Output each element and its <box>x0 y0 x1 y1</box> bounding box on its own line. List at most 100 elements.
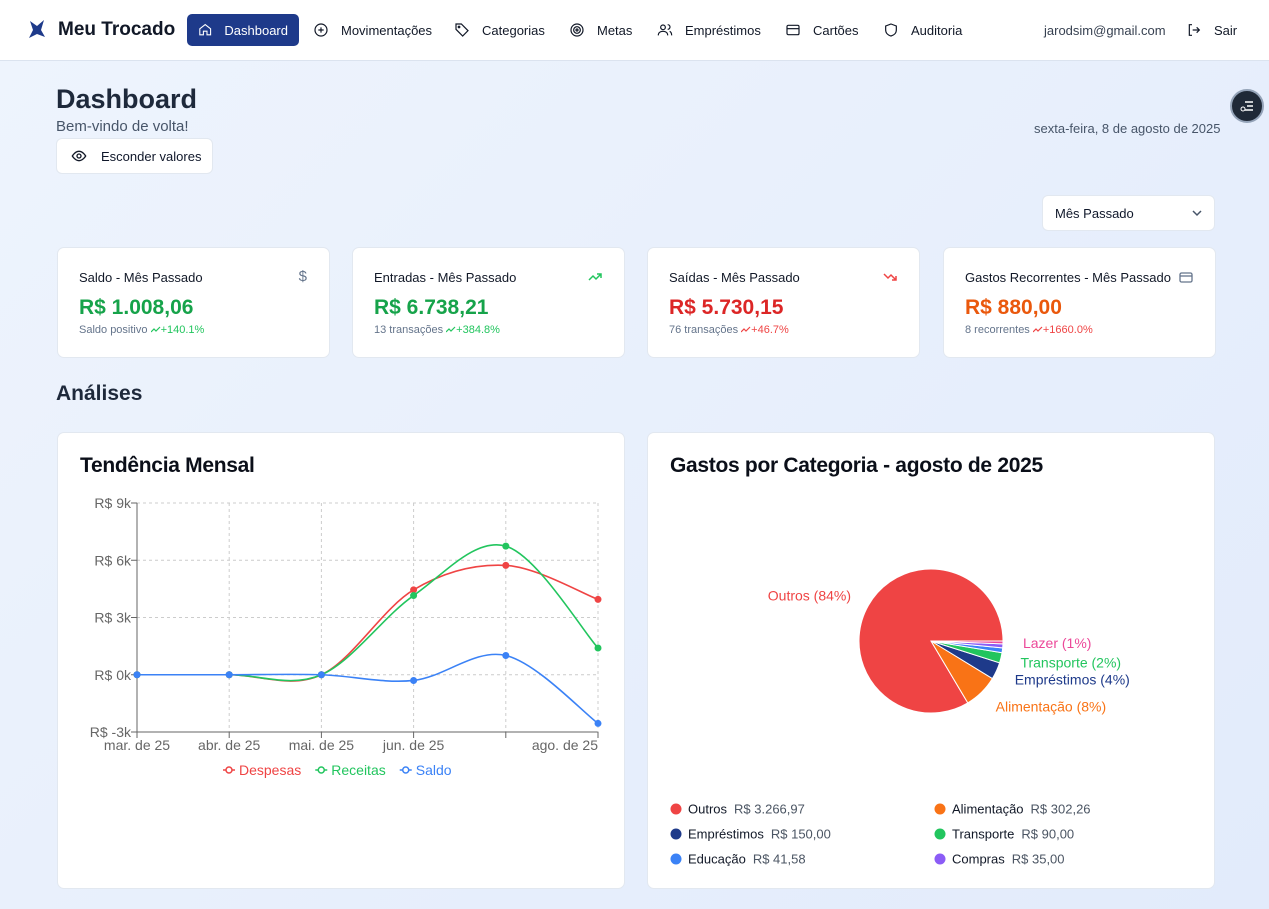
slice-label: Alimentação (8%) <box>996 698 1107 714</box>
trend-icon <box>1032 326 1043 333</box>
legend-value: R$ 3.266,97 <box>734 802 805 817</box>
slice-label: Lazer (1%) <box>1023 635 1091 651</box>
summary-card: Saídas - Mês Passado R$ 5.730,15 76 tran… <box>647 247 920 358</box>
logout-label: Sair <box>1214 22 1238 38</box>
data-point <box>594 644 602 652</box>
note-text: 8 recorrentes <box>965 324 1030 336</box>
card-note: 13 transações +384.8% <box>374 324 500 336</box>
card-value: R$ 1.008,06 <box>79 296 194 319</box>
pie-chart: Outros (84%)Lazer (1%)Transporte (2%)Emp… <box>670 568 1130 867</box>
legend-label: Saldo <box>416 762 452 778</box>
y-tick-label: R$ 0k <box>94 667 132 683</box>
legend-swatch <box>317 766 326 774</box>
data-point <box>594 719 602 727</box>
legend-dot <box>670 828 682 840</box>
nav-label: Cartões <box>813 22 859 38</box>
data-point <box>410 676 418 684</box>
legend-dot <box>934 803 946 815</box>
nav-label: Empréstimos <box>685 22 761 38</box>
card-change: +384.8% <box>456 324 500 336</box>
legend-label: Despesas <box>239 762 301 778</box>
card-icon <box>1179 272 1193 283</box>
x-tick-label: jun. de 25 <box>382 737 445 753</box>
data-point <box>317 671 325 679</box>
floating-icon <box>1240 101 1253 112</box>
data-point <box>410 592 418 600</box>
legend-value: R$ 150,00 <box>771 827 831 842</box>
card-change: +46.7% <box>751 324 789 336</box>
x-tick-label: mai. de 25 <box>289 737 355 753</box>
slice-label: Transporte (2%) <box>1020 654 1121 670</box>
card-note: 76 transações +46.7% <box>669 324 789 336</box>
data-point <box>502 651 510 659</box>
nav-label: Auditoria <box>911 22 963 38</box>
card-value: R$ 6.738,21 <box>374 296 489 319</box>
card-note: Saldo positivo +140.1% <box>79 324 204 336</box>
card-change: +140.1% <box>160 324 205 336</box>
y-tick-label: R$ 9k <box>94 495 132 511</box>
brand[interactable]: Meu Trocado <box>58 19 176 40</box>
summary-card: Gastos Recorrentes - Mês Passado R$ 880,… <box>943 247 1216 358</box>
nav-item[interactable]: Metas <box>559 14 642 46</box>
nav-item[interactable]: Categorias <box>444 14 555 46</box>
trend-icon <box>740 326 751 333</box>
legend-dot <box>934 853 946 865</box>
pie-slice <box>930 640 1004 645</box>
nav-item[interactable]: Cartões <box>775 14 869 46</box>
nav-item[interactable]: Dashboard <box>187 14 299 46</box>
legend-value: R$ 90,00 <box>1021 827 1074 842</box>
section-title: Análises <box>56 382 143 405</box>
legend-label: Alimentação <box>952 802 1024 817</box>
x-tick-label: ago. de 25 <box>532 737 598 753</box>
line-chart: R$ -3k R$ 0k R$ 3k R$ 6k R$ 9k mar. de 25 abr.… <box>90 495 602 778</box>
legend-label: Compras <box>952 852 1005 867</box>
legend-swatch <box>225 766 233 774</box>
data-point <box>502 561 510 569</box>
x-tick-label: mar. de 25 <box>104 737 170 753</box>
nav-item[interactable]: Empréstimos <box>647 14 771 46</box>
card-title: Entradas - Mês Passado <box>374 270 517 285</box>
x-tick-label: abr. de 25 <box>198 737 260 753</box>
period-select[interactable]: Mês Passado <box>1042 195 1215 231</box>
note-text: 13 transações <box>374 324 444 336</box>
logout-button[interactable]: Sair <box>1176 14 1247 46</box>
card-value: R$ 880,00 <box>965 296 1062 319</box>
card-icon <box>588 273 602 281</box>
page-title: Dashboard <box>56 84 198 114</box>
legend-label: Receitas <box>331 762 385 778</box>
legend-label: Transporte <box>952 827 1014 842</box>
summary-card: Entradas - Mês Passado R$ 6.738,21 13 tr… <box>352 247 625 358</box>
date: sexta-feira, 8 de agosto de 2025 <box>1034 121 1221 136</box>
page-subtitle: Bem-vindo de volta! <box>56 118 189 135</box>
nav-label: Metas <box>597 22 633 38</box>
toggle-label: Esconder valores <box>101 148 202 164</box>
data-point <box>502 542 510 550</box>
nav-item[interactable]: Movimentações <box>303 14 442 46</box>
trend-icon <box>150 326 160 333</box>
data-point <box>133 671 141 679</box>
nav-bar: Meu Trocado Dashboard Movimentações Cate… <box>0 0 1269 61</box>
chart-title: Gastos por Categoria - agosto de 2025 <box>670 454 1043 477</box>
slice-label: Empréstimos (4%) <box>1015 671 1130 687</box>
card-title: Saldo - Mês Passado <box>79 270 203 285</box>
eye-icon <box>71 150 87 162</box>
y-tick-label: R$ -3k <box>90 724 132 740</box>
card-note: 8 recorrentes +1660.0% <box>965 324 1093 336</box>
y-tick-label: R$ 3k <box>94 610 132 626</box>
chart-title: Tendência Mensal <box>80 454 255 477</box>
note-text: Saldo positivo <box>79 324 148 336</box>
floating-button[interactable] <box>1230 89 1264 123</box>
toggle-values-button[interactable]: Esconder valores <box>56 138 213 174</box>
nav-label: Categorias <box>482 22 545 38</box>
legend-dot <box>670 803 682 815</box>
chart-panel: Tendência Mensal R$ -3k R$ 0k R$ 3k R$ 6k R$… <box>57 432 625 889</box>
series-line <box>137 564 599 682</box>
chevron <box>1192 210 1202 217</box>
nav-item[interactable]: Auditoria <box>873 14 972 46</box>
card-icon: $ <box>298 268 307 285</box>
chart-panel: Gastos por Categoria - agosto de 2025 Ou… <box>647 432 1215 889</box>
legend-value: R$ 35,00 <box>1012 852 1065 867</box>
legend-label: Outros <box>688 802 728 817</box>
legend-swatch <box>401 766 410 774</box>
